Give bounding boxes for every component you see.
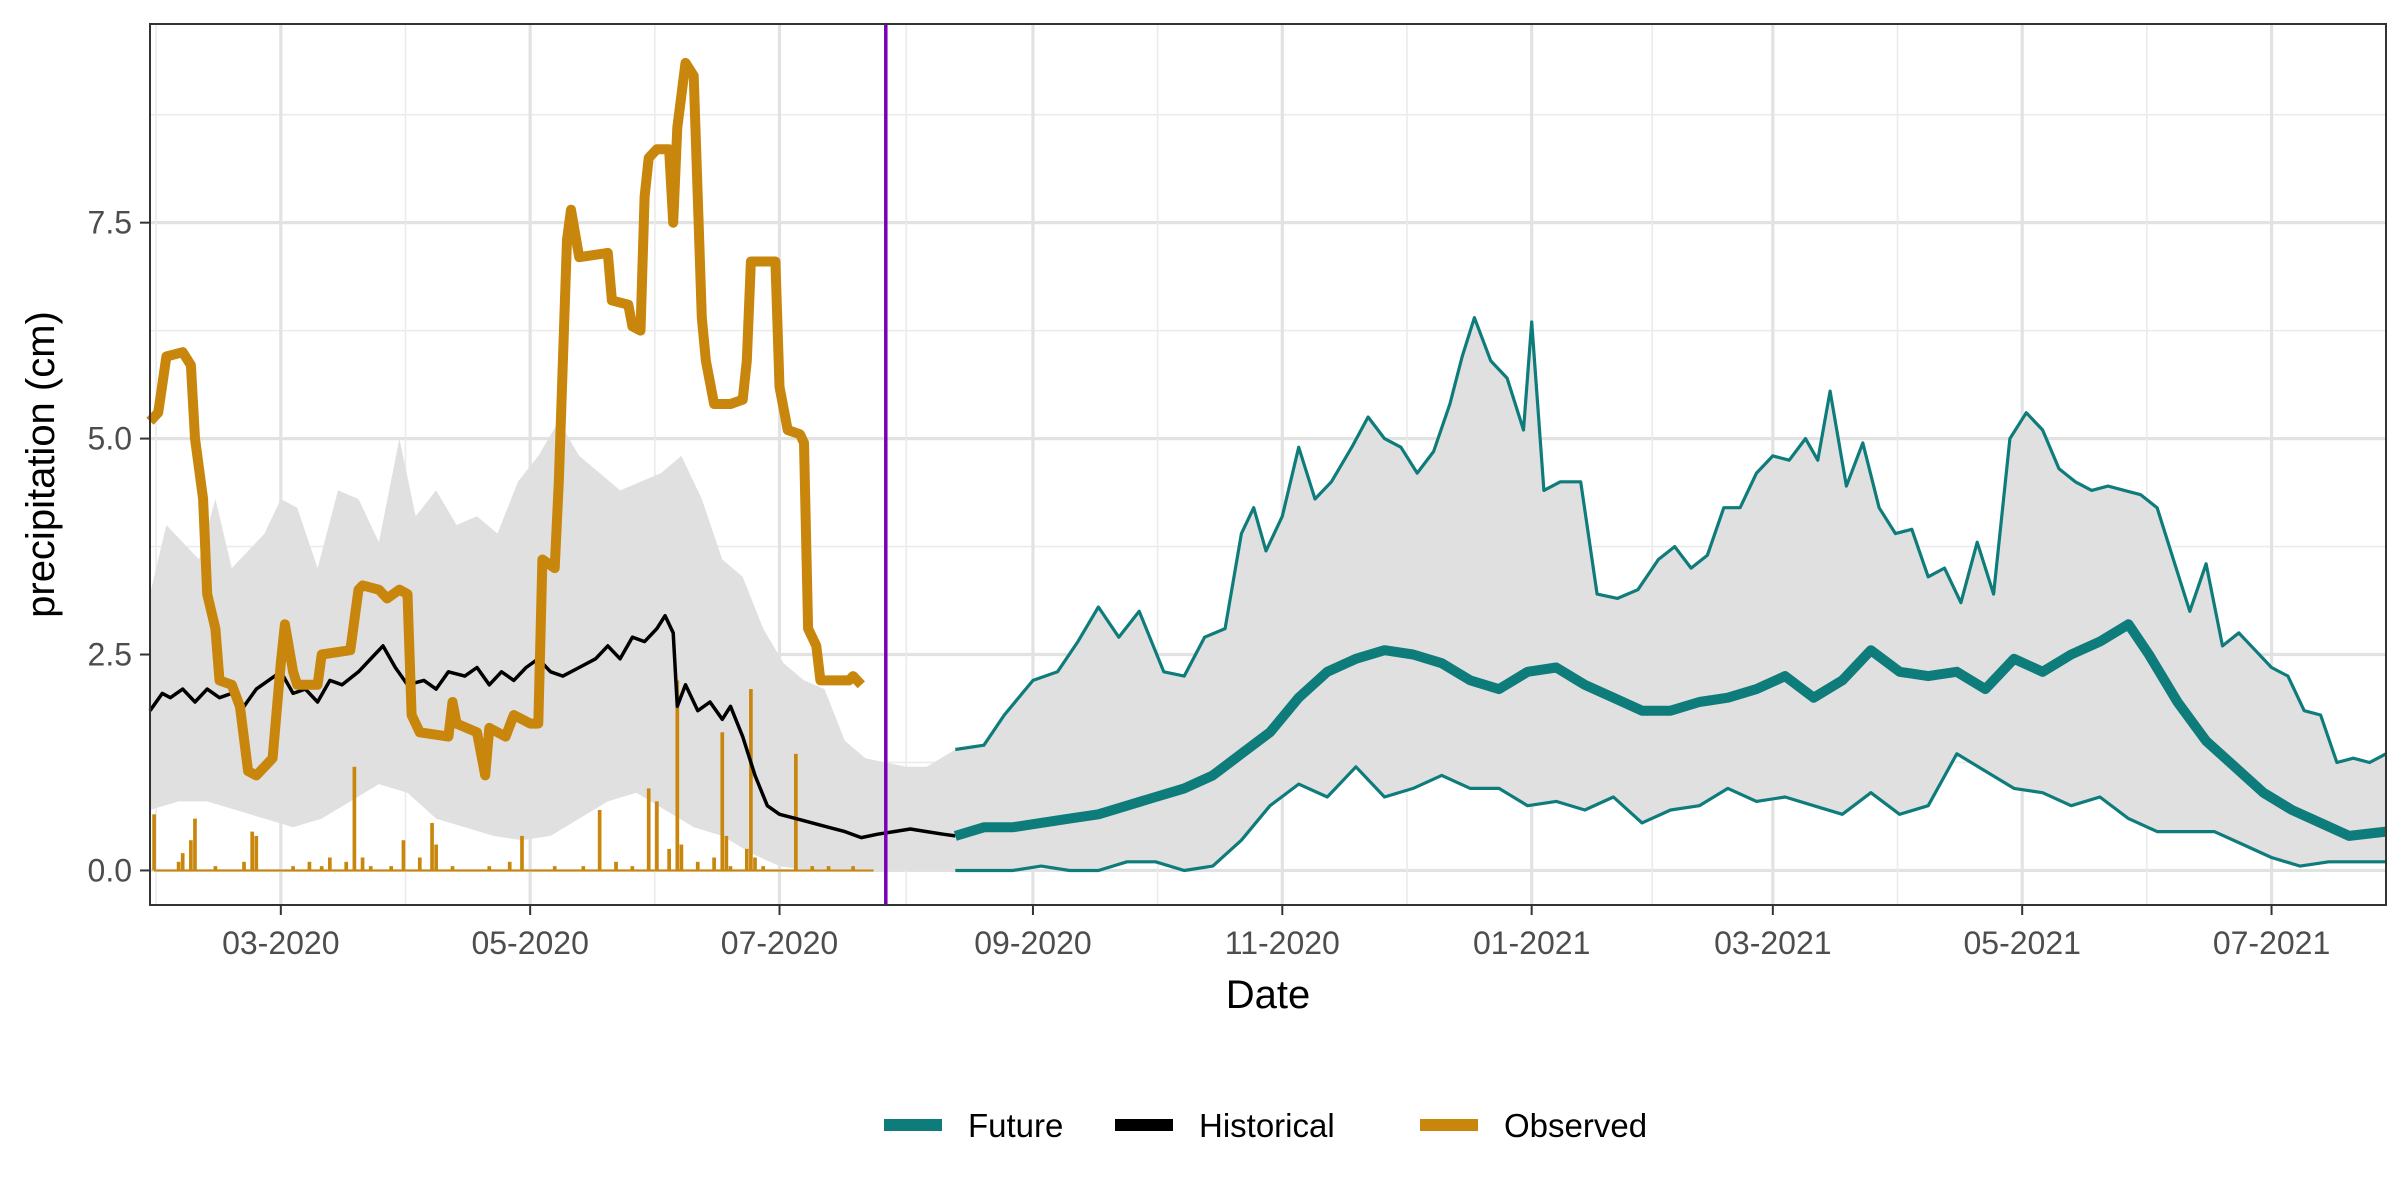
observed-daily-bar xyxy=(176,861,181,871)
observed-daily-bar xyxy=(810,866,815,871)
observed-daily-bar xyxy=(450,866,455,871)
observed-daily-bar xyxy=(794,753,798,871)
x-tick-label: 03-2021 xyxy=(1714,925,1831,961)
observed-daily-bar xyxy=(655,801,659,871)
observed-daily-bar xyxy=(761,866,766,871)
observed-daily-bar xyxy=(389,866,394,871)
observed-daily-bar xyxy=(242,861,246,871)
observed-daily-bar xyxy=(675,680,680,871)
observed-daily-bar xyxy=(487,866,492,871)
observed-daily-bar xyxy=(679,844,684,871)
observed-daily-bar xyxy=(581,866,586,871)
y-axis-title: precipitation (cm) xyxy=(19,311,63,618)
x-tick-label: 01-2021 xyxy=(1473,925,1590,961)
observed-daily-bar xyxy=(152,814,156,871)
x-tick-label: 03-2020 xyxy=(222,925,339,961)
observed-daily-bar xyxy=(614,861,618,871)
x-tick-label: 09-2020 xyxy=(974,925,1091,961)
observed-daily-bar xyxy=(749,689,753,871)
observed-daily-bar xyxy=(720,732,725,871)
observed-daily-bar xyxy=(352,766,357,871)
y-tick-label: 5.0 xyxy=(88,421,132,457)
observed-moving-average-line xyxy=(146,57,865,781)
observed-daily-bar xyxy=(520,835,524,871)
observed-daily-bar xyxy=(193,818,197,871)
legend-key-future xyxy=(884,1119,942,1131)
observed-daily-bar xyxy=(254,835,259,871)
x-tick-label: 11-2020 xyxy=(1225,925,1340,961)
observed-daily-bar xyxy=(307,861,312,871)
y-tick-label: 2.5 xyxy=(88,637,132,673)
forecast-mean-line xyxy=(953,619,2387,841)
observed-daily-bar xyxy=(250,831,255,871)
observed-daily-bar xyxy=(630,866,635,871)
x-tick-label: 05-2021 xyxy=(1963,925,2080,961)
observed-daily-bar xyxy=(401,840,406,871)
legend-key-observed xyxy=(1420,1119,1478,1131)
plot-panel-border xyxy=(149,23,2387,906)
observed-daily-bar xyxy=(851,866,855,871)
x-axis-title: Date xyxy=(1226,973,1311,1017)
y-tick-label: 0.0 xyxy=(88,852,132,888)
observed-daily-bar xyxy=(753,857,757,871)
observed-daily-bar xyxy=(552,866,557,871)
observed-daily-bars-group xyxy=(152,680,874,872)
observed-daily-bar xyxy=(646,788,651,871)
y-tick-label: 7.5 xyxy=(88,205,132,241)
observed-daily-bar xyxy=(695,861,700,871)
forecast-lower-bound-line xyxy=(955,752,2386,873)
observed-daily-bar xyxy=(728,866,733,871)
observed-daily-bar xyxy=(180,853,185,871)
legend-key-historical xyxy=(1115,1119,1173,1131)
observed-daily-bar xyxy=(417,857,422,871)
observed-daily-bar xyxy=(368,866,373,871)
observed-daily-bar xyxy=(724,835,729,871)
observed-daily-bar xyxy=(189,840,193,871)
legend-label-future: Future xyxy=(968,1107,1063,1144)
legend-label-observed: Observed xyxy=(1504,1107,1647,1144)
axes: 0.0 2.5 5.0 7.5 03-2020 05-2020 07-2020 09-2020… xyxy=(88,205,2331,961)
observed-daily-bar xyxy=(291,866,295,871)
observed-daily-bar xyxy=(360,857,365,871)
observed-daily-bar xyxy=(826,866,831,871)
x-tick-label: 07-2020 xyxy=(721,925,838,961)
forecast-upper-bound-line xyxy=(955,316,2387,765)
forecast-uncertainty-ribbon xyxy=(150,317,2386,871)
observed-daily-bar xyxy=(430,822,434,871)
series-lines-group xyxy=(146,57,2387,873)
observed-daily-bar xyxy=(328,857,332,871)
observed-daily-bar xyxy=(667,848,671,871)
observed-daily-bar xyxy=(213,866,218,871)
legend-label-historical: Historical xyxy=(1199,1107,1335,1144)
observed-daily-bar xyxy=(712,857,716,871)
observed-daily-bar xyxy=(507,861,512,871)
observed-daily-bar xyxy=(319,866,324,871)
x-tick-label: 07-2021 xyxy=(2213,925,2330,961)
x-tick-label: 05-2020 xyxy=(471,925,588,961)
legend: Future Historical Observed xyxy=(884,1107,1647,1144)
observed-daily-bar xyxy=(344,861,349,871)
forecast-ribbon-group xyxy=(150,317,2386,871)
observed-daily-bar xyxy=(597,809,602,871)
observed-daily-bar xyxy=(744,848,749,871)
observed-daily-bar xyxy=(434,844,438,871)
